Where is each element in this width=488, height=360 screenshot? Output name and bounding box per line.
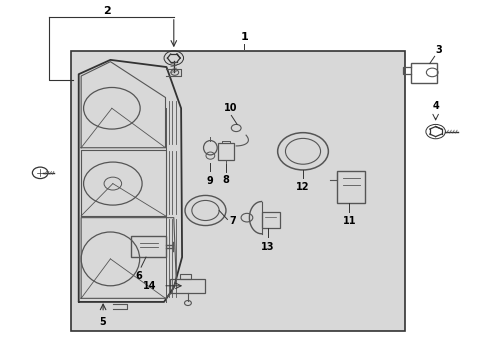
Bar — [170, 279, 205, 293]
Bar — [131, 235, 166, 257]
Text: 4: 4 — [431, 101, 438, 111]
Text: 12: 12 — [296, 182, 309, 192]
Text: 13: 13 — [261, 242, 274, 252]
Text: 11: 11 — [342, 216, 355, 226]
Text: 1: 1 — [240, 32, 248, 42]
Text: 9: 9 — [205, 176, 212, 186]
Text: 6: 6 — [135, 271, 142, 281]
Bar — [71, 51, 405, 330]
Text: 7: 7 — [229, 216, 236, 226]
Text: 10: 10 — [223, 103, 237, 113]
Text: 2: 2 — [103, 6, 111, 17]
Bar — [261, 212, 280, 228]
Text: 8: 8 — [222, 175, 229, 185]
Bar — [410, 63, 436, 83]
Bar — [336, 171, 365, 203]
Text: 5: 5 — [100, 317, 106, 327]
Text: 14: 14 — [143, 281, 157, 291]
Text: 3: 3 — [434, 45, 441, 55]
Bar — [218, 143, 233, 159]
Bar — [180, 274, 190, 279]
